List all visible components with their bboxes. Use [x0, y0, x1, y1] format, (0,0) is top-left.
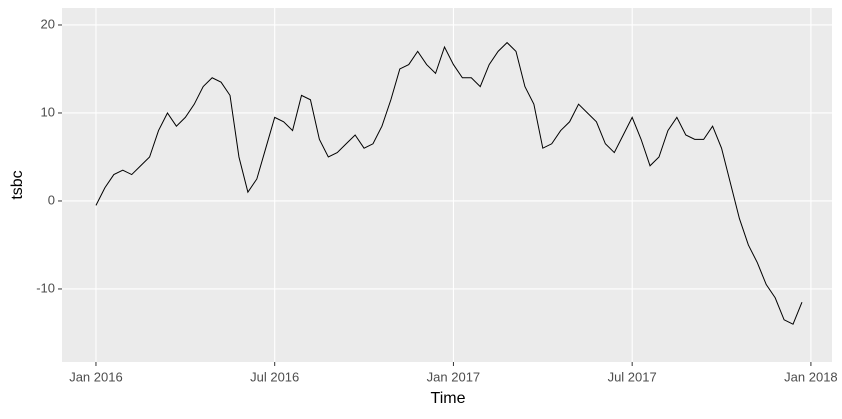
y-tick-label: -10 [36, 280, 55, 295]
line [95, 41, 803, 325]
y-tick-label: 20 [41, 16, 55, 31]
x-tick-label: Jan 2018 [784, 369, 838, 384]
x-tick-label: Jan 2016 [69, 369, 123, 384]
y-tick-label: 0 [48, 192, 55, 207]
y-axis-title: tsbc [9, 170, 26, 199]
x-tick-label: Jan 2017 [427, 369, 481, 384]
x-tick-label: Jul 2017 [608, 369, 657, 384]
panel [62, 8, 832, 362]
y-tick-label: 10 [41, 104, 55, 119]
x-tick-label: Jul 2016 [250, 369, 299, 384]
x-axis-title: Time [431, 390, 466, 407]
